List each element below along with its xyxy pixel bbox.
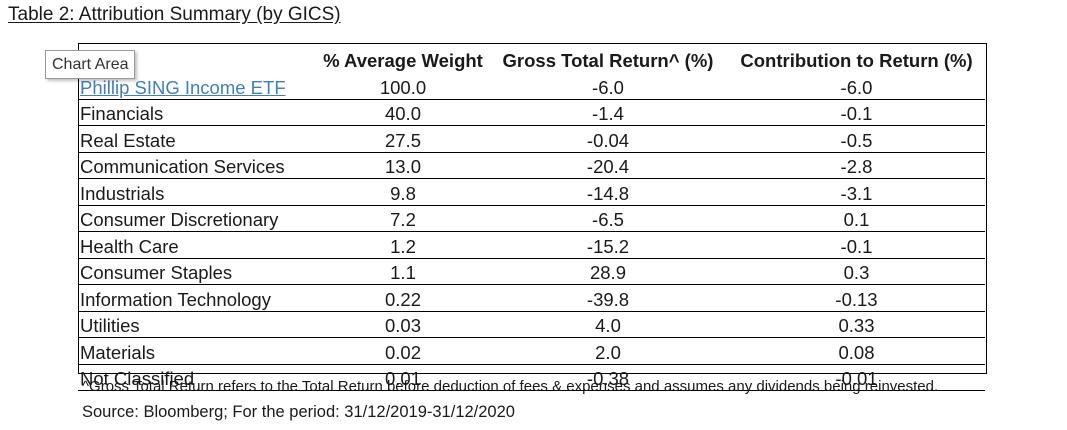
row-gross-total-return: 2.0 (488, 337, 728, 365)
row-average-weight: 0.22 (318, 284, 488, 312)
row-contribution: -0.1 (728, 99, 985, 126)
table-row: Consumer Staples 1.1 28.9 0.3 (78, 258, 985, 285)
row-sector-name: Phillip SING Income ETF (78, 73, 318, 100)
fund-link[interactable]: Phillip SING Income ETF (80, 76, 286, 98)
row-contribution: -2.8 (728, 152, 985, 179)
row-gross-total-return: -39.8 (488, 284, 728, 312)
row-average-weight: 9.8 (318, 178, 488, 206)
row-average-weight: 27.5 (318, 125, 488, 153)
row-contribution: 0.08 (728, 337, 985, 365)
row-sector-name: Industrials (78, 178, 318, 206)
table-row: Health Care 1.2 -15.2 -0.1 (78, 231, 985, 259)
row-average-weight: 1.1 (318, 258, 488, 285)
row-gross-total-return: -0.38 (488, 364, 728, 391)
row-sector-name: Financials (78, 99, 318, 126)
row-sector-name: Not Classified (78, 364, 318, 391)
row-sector-name: Real Estate (78, 125, 318, 153)
row-average-weight: 13.0 (318, 152, 488, 179)
row-sector-name: Consumer Discretionary (78, 205, 318, 232)
row-sector-name: Utilities (78, 311, 318, 338)
table-row: Financials 40.0 -1.4 -0.1 (78, 99, 985, 126)
row-contribution: -0.5 (728, 125, 985, 153)
row-average-weight: 0.01 (318, 364, 488, 391)
row-gross-total-return: -6.0 (488, 73, 728, 100)
row-gross-total-return: -1.4 (488, 99, 728, 126)
row-average-weight: 0.03 (318, 311, 488, 338)
row-average-weight: 1.2 (318, 231, 488, 259)
row-contribution: 0.3 (728, 258, 985, 285)
row-average-weight: 40.0 (318, 99, 488, 126)
table-row: Not Classified 0.01 -0.38 -0.01 (78, 364, 985, 391)
row-sector-name: Health Care (78, 231, 318, 259)
row-average-weight: 7.2 (318, 205, 488, 232)
table-row: Utilities 0.03 4.0 0.33 (78, 311, 985, 338)
table-row: Real Estate 27.5 -0.04 -0.5 (78, 125, 985, 153)
table-title: Table 2: Attribution Summary (by GICS) (8, 4, 341, 25)
header-average-weight: % Average Weight (323, 50, 483, 71)
row-sector-name: Information Technology (78, 284, 318, 312)
row-average-weight: 100.0 (318, 73, 488, 100)
table-row: Communication Services 13.0 -20.4 -2.8 (78, 152, 985, 179)
row-gross-total-return: -0.04 (488, 125, 728, 153)
row-sector-name: Consumer Staples (78, 258, 318, 285)
row-contribution: -3.1 (728, 178, 985, 206)
header-gross-total-return: Gross Total Return^ (%) (502, 50, 714, 71)
chart-area-tooltip: Chart Area (45, 50, 136, 79)
header-contribution-to-return: Contribution to Return (%) (740, 50, 973, 71)
row-gross-total-return: -6.5 (488, 205, 728, 232)
source-note: Source: Bloomberg; For the period: 31/12… (82, 403, 515, 421)
table-row: Consumer Discretionary 7.2 -6.5 0.1 (78, 205, 985, 232)
table-row: Information Technology 0.22 -39.8 -0.13 (78, 284, 985, 312)
row-average-weight: 0.02 (318, 337, 488, 365)
table-header-row: % Average Weight Gross Total Return^ (%)… (78, 49, 985, 73)
footnote: ^Gross Total Return refers to the Total … (82, 378, 939, 395)
row-sector-name: Communication Services (78, 152, 318, 179)
row-contribution: 0.33 (728, 311, 985, 338)
row-gross-total-return: -14.8 (488, 178, 728, 206)
attribution-table: % Average Weight Gross Total Return^ (%)… (78, 49, 985, 391)
table-row: Materials 0.02 2.0 0.08 (78, 337, 985, 365)
row-contribution: -0.01 (728, 364, 985, 391)
table-row: Industrials 9.8 -14.8 -3.1 (78, 178, 985, 206)
row-contribution: -0.1 (728, 231, 985, 259)
row-gross-total-return: 4.0 (488, 311, 728, 338)
table-row: Phillip SING Income ETF 100.0 -6.0 -6.0 (78, 73, 985, 100)
row-gross-total-return: 28.9 (488, 258, 728, 285)
row-gross-total-return: -15.2 (488, 231, 728, 259)
row-contribution: -0.13 (728, 284, 985, 312)
table-body: Phillip SING Income ETF 100.0 -6.0 -6.0 Fina… (78, 73, 985, 391)
row-contribution: 0.1 (728, 205, 985, 232)
row-sector-name: Materials (78, 337, 318, 365)
row-gross-total-return: -20.4 (488, 152, 728, 179)
row-contribution: -6.0 (728, 73, 985, 100)
